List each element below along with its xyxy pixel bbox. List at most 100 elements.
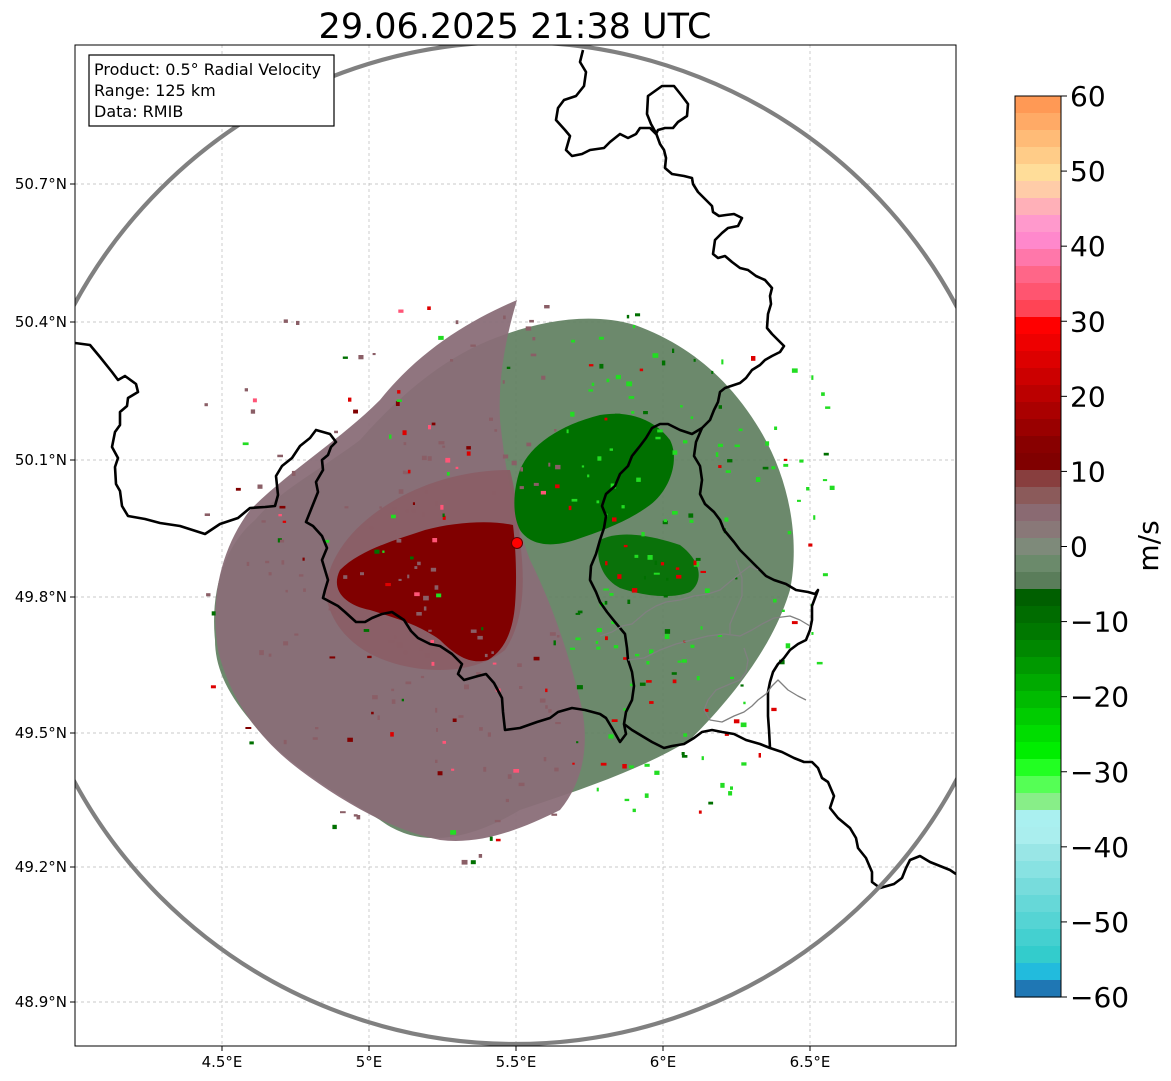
echo-speckle bbox=[342, 356, 348, 359]
echo-speckle bbox=[823, 452, 829, 456]
echo-speckle bbox=[608, 734, 614, 739]
echo-speckle bbox=[704, 588, 710, 593]
echo-speckle bbox=[450, 359, 454, 362]
echo-speckle bbox=[632, 808, 636, 813]
echo-speckle bbox=[401, 698, 404, 702]
echo-speckle bbox=[587, 474, 590, 478]
echo-speckle bbox=[575, 637, 581, 641]
echo-speckle bbox=[690, 644, 695, 648]
echo-speckle bbox=[403, 442, 407, 446]
lat-tick-label: 50.4°N bbox=[15, 313, 67, 331]
echo-speckle bbox=[371, 711, 374, 715]
echo-speckle bbox=[629, 683, 633, 687]
colorbar-band bbox=[1015, 198, 1061, 216]
echo-speckle bbox=[455, 466, 459, 469]
colorbar-band bbox=[1015, 657, 1061, 675]
colorbar-band bbox=[1015, 419, 1061, 437]
echo-speckle bbox=[489, 836, 493, 841]
echo-speckle bbox=[662, 520, 668, 525]
echo-speckle bbox=[436, 593, 442, 598]
echo-speckle bbox=[377, 715, 380, 720]
echo-speckle bbox=[556, 635, 560, 638]
echo-speckle bbox=[553, 640, 556, 646]
echo-speckle bbox=[434, 585, 439, 590]
echo-speckle bbox=[431, 422, 436, 426]
echo-speckle bbox=[277, 454, 283, 458]
echo-speckle bbox=[681, 755, 688, 758]
colorbar-band bbox=[1015, 572, 1061, 590]
echo-speckle bbox=[298, 574, 304, 577]
echo-speckle bbox=[507, 774, 512, 779]
colorbar-band bbox=[1015, 113, 1061, 131]
echo-speckle bbox=[672, 450, 678, 455]
echo-speckle bbox=[347, 737, 353, 742]
echo-speckle bbox=[405, 509, 409, 513]
echo-speckle bbox=[419, 647, 424, 651]
echo-speckle bbox=[424, 490, 428, 494]
colorbar-band bbox=[1015, 844, 1061, 862]
colorbar-band bbox=[1015, 878, 1061, 896]
echo-speckle bbox=[494, 429, 498, 432]
radar-range-ring bbox=[75, 45, 956, 1046]
echo-speckle bbox=[363, 629, 370, 632]
echo-speckle bbox=[484, 653, 488, 658]
colorbar-band bbox=[1015, 861, 1061, 879]
echo-speckle bbox=[701, 756, 704, 761]
echo-speckle bbox=[783, 463, 789, 467]
echo-speckle bbox=[631, 588, 638, 593]
echo-speckle bbox=[624, 798, 630, 802]
colorbar-band bbox=[1015, 147, 1061, 165]
radar-site-marker bbox=[511, 537, 523, 549]
echo-speckle bbox=[700, 626, 703, 630]
colorbar-band bbox=[1015, 317, 1061, 335]
colorbar-band bbox=[1015, 283, 1061, 301]
echo-speckle bbox=[617, 574, 622, 579]
echo-speckle bbox=[541, 375, 546, 380]
echo-speckle bbox=[391, 699, 396, 704]
echo-speckle bbox=[628, 396, 635, 399]
colorbar-band bbox=[1015, 963, 1061, 981]
echo-speckle bbox=[440, 504, 444, 510]
echo-speckle bbox=[548, 462, 551, 467]
colorbar-band bbox=[1015, 759, 1061, 777]
colorbar-band bbox=[1015, 130, 1061, 148]
echo-speckle bbox=[511, 460, 517, 466]
echo-speckle bbox=[235, 487, 241, 491]
echo-speckle bbox=[525, 326, 532, 331]
echo-speckle bbox=[637, 508, 640, 512]
info-product: Product: 0.5° Radial Velocity bbox=[94, 60, 321, 79]
echo-speckle bbox=[821, 392, 825, 396]
echo-speckle bbox=[717, 634, 723, 637]
echo-speckle bbox=[360, 572, 364, 576]
echo-inbound-patch bbox=[598, 534, 699, 597]
colorbar-band bbox=[1015, 266, 1061, 284]
echo-speckle bbox=[446, 472, 450, 476]
colorbar-tick-label: 30 bbox=[1070, 305, 1106, 338]
echo-speckle bbox=[639, 682, 646, 686]
echo-speckle bbox=[600, 762, 607, 766]
echo-speckle bbox=[631, 440, 636, 446]
echo-speckle bbox=[422, 512, 425, 517]
echo-speckle bbox=[502, 454, 509, 459]
echo-speckle bbox=[603, 588, 609, 591]
echo-speckle bbox=[781, 609, 785, 612]
echo-speckle bbox=[681, 752, 685, 756]
echo-speckle bbox=[544, 305, 550, 309]
echo-speckle bbox=[635, 313, 641, 317]
echo-speckle bbox=[414, 592, 420, 597]
echo-speckle bbox=[660, 562, 665, 566]
echo-speckle bbox=[743, 701, 746, 705]
echo-speckle bbox=[265, 560, 270, 564]
echo-speckle bbox=[302, 557, 305, 561]
echo-speckle bbox=[762, 466, 769, 470]
colorbar: 60 50 40 30 20 10 0 −10 −20 −30 −40 −50 −60 m/s bbox=[1014, 80, 1165, 1014]
echo-speckle bbox=[372, 695, 378, 700]
colorbar-band bbox=[1015, 538, 1061, 556]
echo-speckle bbox=[356, 815, 361, 820]
colorbar-band bbox=[1015, 436, 1061, 454]
echo-speckle bbox=[693, 358, 696, 362]
radar-speckles bbox=[204, 305, 835, 865]
echo-speckle bbox=[643, 411, 648, 415]
echo-speckle bbox=[676, 574, 682, 579]
echo-speckle bbox=[566, 429, 569, 434]
